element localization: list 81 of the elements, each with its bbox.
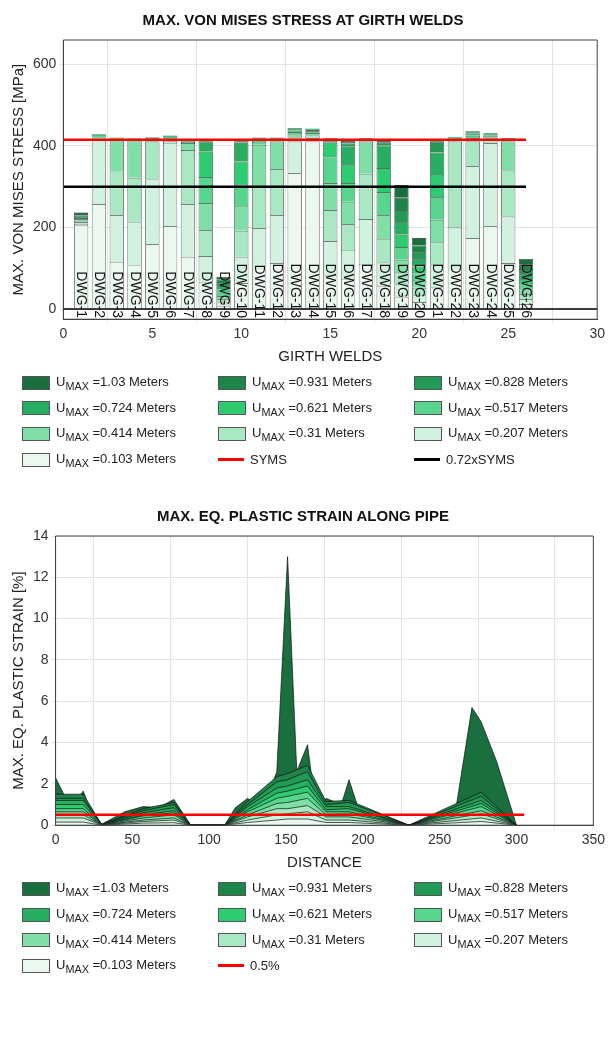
annotation: DWG-18 <box>376 263 393 319</box>
y-tick-label: 8 <box>40 651 49 668</box>
legend-label: U$_{MAX}$ =0.621 Meters <box>252 905 372 924</box>
x-tick-label: 25 <box>500 325 517 342</box>
legend-label: U$_{MAX}$ =0.828 Meters <box>448 880 568 898</box>
x-tick-label: 350 <box>581 831 606 848</box>
legend-label: U$_{MAX}$ =0.31 Meters <box>252 425 365 443</box>
legend-label: U$_{MAX}$ =0.414 Meters <box>56 931 176 950</box>
y-tick-label: 14 <box>32 527 49 544</box>
x-tick-label: 150 <box>274 831 298 848</box>
annotation: DWG-20 <box>412 263 429 319</box>
y-tick-label: 400 <box>33 136 57 153</box>
legend-label: U$_{MAX}$ =0.724 Meters <box>56 905 176 924</box>
x-tick-label: 15 <box>322 325 339 342</box>
annotation: DWG-7 <box>181 271 198 319</box>
annotation: DWG-11 <box>252 264 269 319</box>
y-tick-label: 6 <box>40 692 49 709</box>
legend-label: U$_{MAX}$ =0.414 Meters <box>56 425 176 443</box>
legend-label: U$_{MAX}$ =0.724 Meters <box>56 399 176 418</box>
annotation: DWG-2 <box>92 271 109 319</box>
legend-label: 0.72xSYMS <box>446 452 515 468</box>
annotation: DWG-4 <box>127 271 144 319</box>
legend-label: 0.5% <box>250 958 280 974</box>
annotation: DWG-19 <box>394 263 411 319</box>
annotation: DWG-8 <box>198 271 215 319</box>
legend-label: U$_{MAX}$ =0.207 Meters <box>448 425 568 443</box>
annotation: DWG-22 <box>447 263 464 319</box>
x-tick-label: 200 <box>351 831 375 848</box>
x-tick-label: 10 <box>233 325 250 342</box>
y-tick-label: 2 <box>40 775 49 792</box>
legend-label: U$_{MAX}$ =1.03 Meters <box>56 880 169 898</box>
annotation: DWG-3 <box>109 271 126 319</box>
legend-label: SYMS <box>250 452 287 468</box>
annotation: DWG-16 <box>341 263 358 319</box>
legend-label: U$_{MAX}$ =0.103 Meters <box>56 957 176 975</box>
x-tick-label: 100 <box>197 831 222 848</box>
legend-label: U$_{MAX}$ =0.621 Meters <box>252 399 372 418</box>
x-tick-label: 300 <box>504 831 529 848</box>
legend-label: U$_{MAX}$ =0.517 Meters <box>448 905 568 924</box>
annotation: DWG-23 <box>465 263 482 319</box>
annotation: DWG-21 <box>430 263 447 319</box>
legend-label: U$_{MAX}$ =0.931 Meters <box>252 374 372 392</box>
x-tick-label: 250 <box>428 831 452 848</box>
annotation: DWG-12 <box>270 263 287 319</box>
annotation: DWG-17 <box>359 263 376 319</box>
annotation: DWG-25 <box>501 263 518 319</box>
x-tick-label: 50 <box>124 831 141 848</box>
x-tick-label: 0 <box>59 325 68 342</box>
y-tick-label: 0 <box>40 816 49 833</box>
annotation: DWG-9 <box>216 271 233 319</box>
legend-label: U$_{MAX}$ =0.207 Meters <box>448 931 568 950</box>
y-tick-label: 10 <box>32 609 49 626</box>
legend-label: U$_{MAX}$ =0.31 Meters <box>252 931 365 950</box>
x-axis-title: DISTANCE <box>287 853 362 871</box>
x-axis-title: GIRTH WELDS <box>278 347 383 365</box>
annotation: DWG-24 <box>483 263 500 319</box>
x-tick-label: 5 <box>148 325 157 342</box>
x-tick-label: 20 <box>411 325 428 342</box>
y-tick-label: 4 <box>40 733 49 750</box>
legend-label: U$_{MAX}$ =0.828 Meters <box>448 374 568 392</box>
annotation: DWG-14 <box>305 263 322 319</box>
legend-label: U$_{MAX}$ =0.103 Meters <box>56 450 176 469</box>
annotation: DWG-5 <box>145 271 162 319</box>
legend-label: U$_{MAX}$ =1.03 Meters <box>56 374 169 392</box>
annotation: DWG-1 <box>74 271 91 319</box>
annotation: DWG-10 <box>234 263 251 319</box>
annotation: DWG-26 <box>519 263 536 319</box>
annotation: DWG-13 <box>287 263 304 319</box>
legend-label: U$_{MAX}$ =0.931 Meters <box>252 880 372 898</box>
chart-title: MAX. EQ. PLASTIC STRAIN ALONG PIPE <box>157 507 449 525</box>
x-tick-label: 30 <box>589 325 606 342</box>
annotation: DWG-15 <box>323 263 340 319</box>
y-tick-label: 0 <box>48 299 57 316</box>
chart-title: MAX. VON MISES STRESS AT GIRTH WELDS <box>142 11 464 29</box>
y-tick-label: 12 <box>32 568 49 585</box>
y-axis-title: MAX. EQ. PLASTIC STRAIN [%] <box>9 571 27 791</box>
legend-label: U$_{MAX}$ =0.517 Meters <box>448 399 568 418</box>
annotation: DWG-6 <box>163 271 180 319</box>
y-axis-title: MAX. VON MISES STRESS [MPa] <box>9 63 27 296</box>
y-tick-label: 200 <box>33 218 57 235</box>
y-tick-label: 600 <box>33 55 57 72</box>
